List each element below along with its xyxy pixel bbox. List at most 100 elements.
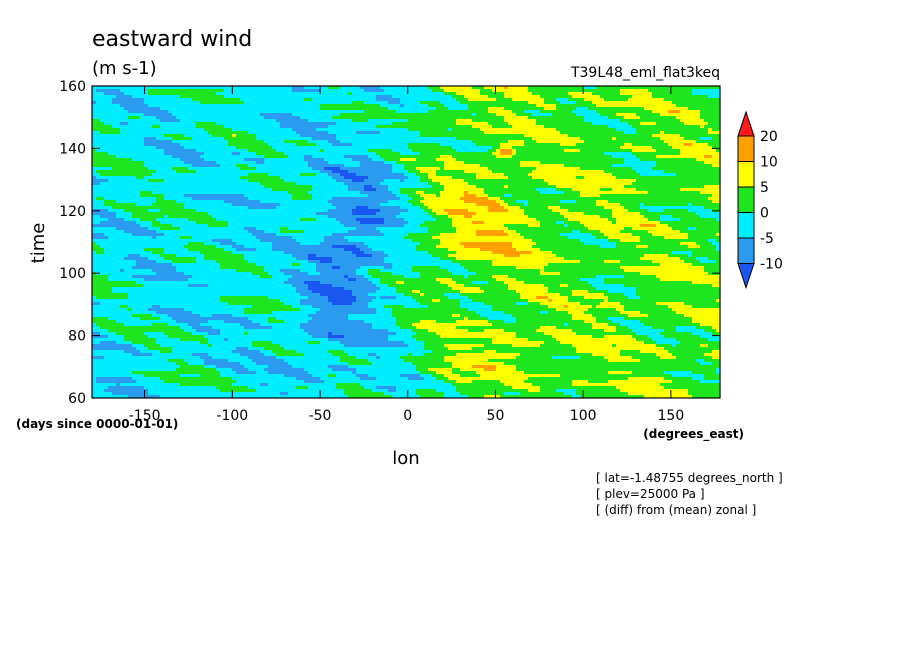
field-cell <box>324 167 340 171</box>
field-cell <box>124 230 156 234</box>
field-cell <box>504 194 512 198</box>
field-cell <box>692 203 720 207</box>
field-cell <box>644 254 668 258</box>
field-cell <box>100 215 116 219</box>
field-cell <box>652 146 672 150</box>
field-cell <box>420 320 436 324</box>
field-cell <box>484 302 516 306</box>
field-cell <box>456 389 528 393</box>
field-cell <box>92 362 176 366</box>
field-cell <box>408 233 440 237</box>
field-cell <box>148 335 168 339</box>
field-cell <box>536 119 584 123</box>
field-cell <box>92 101 96 105</box>
field-cell <box>316 269 356 273</box>
field-cell <box>344 248 360 252</box>
field-cell <box>668 110 680 114</box>
field-cell <box>660 332 692 336</box>
field-cell <box>132 308 148 312</box>
field-cell <box>92 377 96 381</box>
field-cell <box>608 290 636 294</box>
field-cell <box>416 332 436 336</box>
field-cell <box>152 221 160 225</box>
field-cell <box>288 392 344 396</box>
field-cell <box>204 254 244 258</box>
field-cell <box>320 272 356 276</box>
field-cell <box>132 95 180 99</box>
field-cell <box>124 218 140 222</box>
field-cell <box>148 227 160 231</box>
field-cell <box>348 275 364 279</box>
field-cell <box>568 311 584 315</box>
field-cell <box>332 143 352 147</box>
field-cell <box>408 353 412 357</box>
field-cell <box>180 365 204 369</box>
field-cell <box>548 290 572 294</box>
field-cell <box>264 353 276 357</box>
field-cell <box>568 224 584 228</box>
field-cell <box>708 95 720 99</box>
field-cell <box>236 164 248 168</box>
field-cell <box>396 332 416 336</box>
field-cell <box>140 116 156 120</box>
field-cell <box>480 92 504 96</box>
field-cell <box>456 158 624 162</box>
field-cell <box>308 260 320 264</box>
field-cell <box>356 368 416 372</box>
field-cell <box>248 260 308 264</box>
field-cell <box>360 86 380 90</box>
field-cell <box>608 200 712 204</box>
field-cell <box>248 332 308 336</box>
field-cell <box>200 251 232 255</box>
field-cell <box>240 353 264 357</box>
field-cell <box>616 176 720 180</box>
field-cell <box>544 107 556 111</box>
field-cell <box>392 311 476 315</box>
field-cell <box>328 338 388 342</box>
field-cell <box>624 305 668 309</box>
field-cell <box>312 185 348 189</box>
field-cell <box>696 212 720 216</box>
field-cell <box>264 185 312 189</box>
field-cell <box>156 230 248 234</box>
field-cell <box>424 197 460 201</box>
field-cell <box>540 344 572 348</box>
field-cell <box>568 296 584 300</box>
field-cell <box>524 281 588 285</box>
field-cell <box>92 320 116 324</box>
field-cell <box>128 122 196 126</box>
field-cell <box>476 311 504 315</box>
field-cell <box>240 362 256 366</box>
field-cell <box>616 326 628 330</box>
field-cell <box>700 335 720 339</box>
field-cell <box>152 125 160 129</box>
field-cell <box>92 236 108 240</box>
field-cell <box>240 323 260 327</box>
field-cell <box>612 209 628 213</box>
field-cell <box>236 347 248 351</box>
field-cell <box>184 308 244 312</box>
field-cell <box>460 293 520 297</box>
field-cell <box>172 224 208 228</box>
field-cell <box>712 194 720 198</box>
field-cell <box>444 167 488 171</box>
field-cell <box>604 335 632 339</box>
field-cell <box>252 341 272 345</box>
field-cell <box>432 374 444 378</box>
field-cell <box>580 356 604 360</box>
field-cell <box>132 158 180 162</box>
field-cell <box>296 290 312 294</box>
field-cell <box>640 320 692 324</box>
field-cell <box>372 248 416 252</box>
field-cell <box>96 251 104 255</box>
field-cell <box>576 350 620 354</box>
field-cell <box>476 371 524 375</box>
field-cell <box>124 107 160 111</box>
field-cell <box>400 158 416 162</box>
field-cell <box>124 269 152 273</box>
field-cell <box>476 212 524 216</box>
field-cell <box>644 203 688 207</box>
field-cell <box>192 164 220 168</box>
field-cell <box>504 185 508 189</box>
field-cell <box>92 194 140 198</box>
